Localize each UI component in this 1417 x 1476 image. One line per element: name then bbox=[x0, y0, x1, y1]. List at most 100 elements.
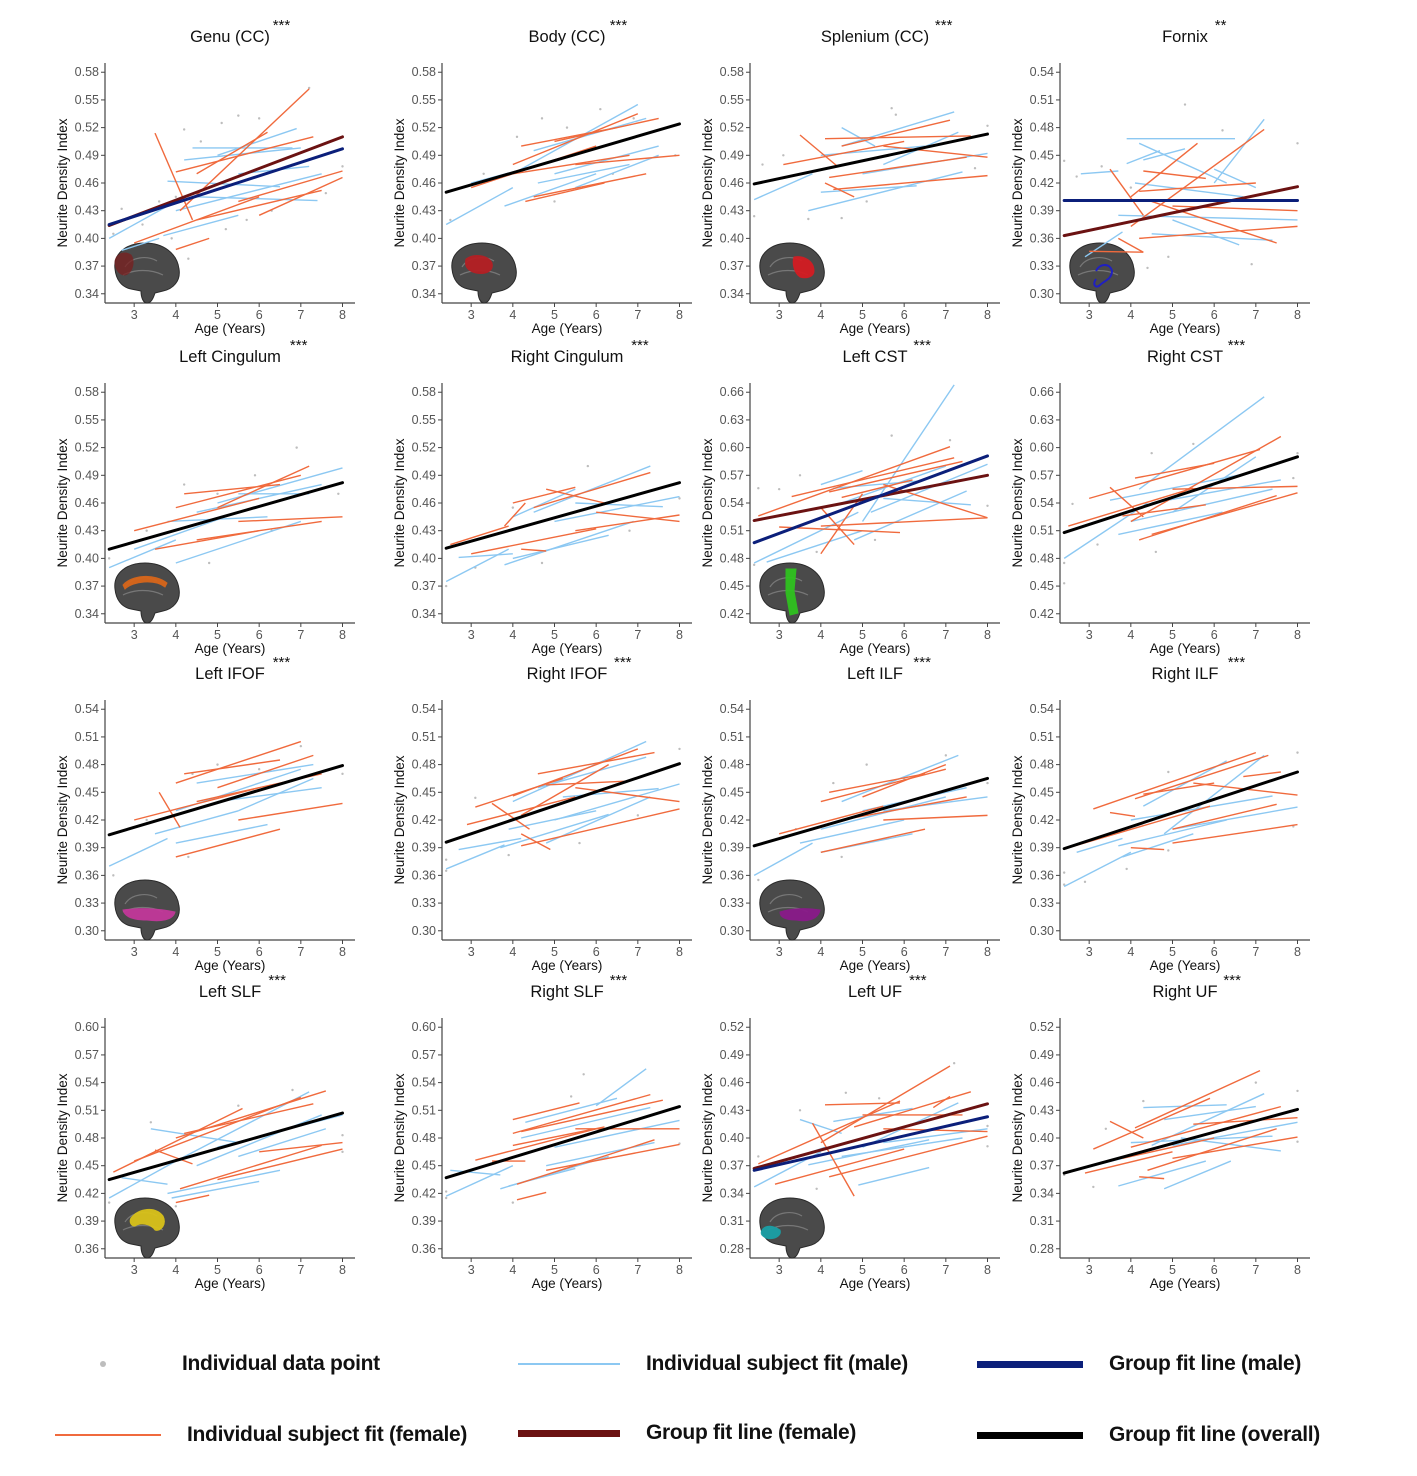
x-tick-label: 8 bbox=[339, 1263, 346, 1277]
brain-body-inset bbox=[451, 242, 517, 304]
data-point bbox=[865, 200, 868, 203]
x-tick-label: 5 bbox=[551, 945, 558, 959]
data-point bbox=[540, 117, 544, 120]
y-tick-label: 0.45 bbox=[1030, 785, 1054, 799]
x-tick-label: 6 bbox=[1211, 308, 1218, 322]
y-tick-label: 0.46 bbox=[720, 1076, 744, 1090]
brain-icon bbox=[114, 1197, 180, 1259]
panel-title: Left Cingulum bbox=[179, 348, 281, 366]
data-point bbox=[444, 584, 448, 588]
y-tick-label: 0.49 bbox=[75, 148, 99, 162]
y-axis-label: Neurite Density Index bbox=[700, 755, 715, 884]
x-tick-label: 7 bbox=[297, 1263, 304, 1277]
y-tick-label: 0.58 bbox=[75, 65, 99, 79]
data-point bbox=[341, 1150, 344, 1154]
panel-title: Left IFOF bbox=[195, 665, 265, 683]
x-tick-label: 6 bbox=[901, 628, 908, 642]
data-point bbox=[507, 853, 510, 857]
tract-highlight bbox=[114, 252, 134, 276]
individual-fit-male bbox=[458, 553, 513, 559]
y-tick-label: 0.37 bbox=[75, 579, 99, 593]
x-tick-label: 8 bbox=[339, 628, 346, 642]
x-axis-label: Age (Years) bbox=[195, 1276, 266, 1291]
individual-fit-male bbox=[521, 1106, 651, 1139]
individual-fit-female bbox=[503, 502, 526, 527]
y-tick-label: 0.66 bbox=[1030, 385, 1054, 399]
y-tick-label: 0.40 bbox=[1030, 1131, 1054, 1145]
individual-fit-female bbox=[1117, 237, 1144, 253]
y-tick-label: 0.42 bbox=[412, 813, 436, 827]
significance-stars: ** bbox=[1215, 17, 1227, 34]
plot-left-ilf: Left ILF *** 0.30 0.33 0.36 0.39 0.42 0.45 0.48 0… bbox=[700, 654, 1000, 973]
panel-title: Right ILF bbox=[1152, 665, 1219, 683]
x-tick-label: 8 bbox=[1294, 308, 1301, 322]
individual-fit-female bbox=[154, 530, 260, 550]
individual-fit-female bbox=[774, 1148, 905, 1185]
y-tick-label: 0.42 bbox=[1030, 176, 1054, 190]
brain-icon bbox=[1069, 242, 1135, 304]
y-tick-label: 0.43 bbox=[75, 204, 99, 218]
individual-fit-male bbox=[575, 502, 663, 508]
y-tick-label: 0.28 bbox=[720, 1242, 744, 1256]
x-axis-label: Age (Years) bbox=[195, 321, 266, 336]
individual-fit-male bbox=[217, 467, 343, 504]
y-axis-label: Neurite Density Index bbox=[392, 118, 407, 247]
individual-fit-female bbox=[778, 805, 884, 835]
y-tick-label: 0.33 bbox=[412, 896, 436, 910]
y-tick-label: 0.36 bbox=[412, 1242, 436, 1256]
data-point bbox=[245, 218, 248, 222]
data-point bbox=[1221, 129, 1224, 132]
individual-fit-female bbox=[521, 808, 680, 847]
brain-genu-inset bbox=[114, 242, 180, 304]
y-tick-label: 0.34 bbox=[720, 1186, 744, 1200]
individual-fit-male bbox=[1134, 182, 1244, 198]
data-point bbox=[149, 1121, 153, 1124]
y-tick-label: 0.34 bbox=[412, 287, 436, 301]
individual-fit-male bbox=[753, 173, 813, 201]
x-tick-label: 6 bbox=[901, 945, 908, 959]
x-tick-label: 3 bbox=[776, 945, 783, 959]
plot-body-cc: Body (CC) *** 0.34 0.37 0.40 0.43 0.46 0.49 0.52… bbox=[392, 17, 692, 336]
group-fit-overall bbox=[1062, 455, 1299, 535]
y-tick-label: 0.43 bbox=[75, 524, 99, 538]
individual-fit-female bbox=[475, 1128, 597, 1161]
y-tick-label: 0.39 bbox=[75, 841, 99, 855]
data-point bbox=[324, 191, 328, 195]
x-tick-label: 4 bbox=[1127, 1263, 1134, 1277]
y-tick-label: 0.33 bbox=[1030, 896, 1054, 910]
y-tick-label: 0.54 bbox=[412, 1076, 436, 1090]
y-axis-label: Neurite Density Index bbox=[700, 438, 715, 567]
individual-fit-female bbox=[238, 516, 343, 523]
brain-splenium-inset bbox=[759, 242, 825, 304]
x-axis-label: Age (Years) bbox=[840, 1276, 911, 1291]
brain-fornix-inset bbox=[1069, 242, 1135, 304]
data-point bbox=[948, 439, 952, 442]
panel-fornix: Fornix ** 0.30 0.33 0.36 0.39 0.42 0.45 0.48 0.51… bbox=[1000, 15, 1330, 336]
individual-fit-female bbox=[258, 176, 343, 216]
x-axis-label: Age (Years) bbox=[1150, 321, 1221, 336]
y-tick-label: 0.43 bbox=[412, 204, 436, 218]
y-axis-label: Neurite Density Index bbox=[55, 755, 70, 884]
y-tick-label: 0.51 bbox=[720, 730, 744, 744]
plot-right-cingulum: Right Cingulum *** 0.34 0.37 0.40 0.43 0.46 0.4… bbox=[392, 337, 692, 656]
data-point bbox=[199, 140, 203, 143]
x-tick-label: 7 bbox=[942, 628, 949, 642]
y-tick-label: 0.45 bbox=[75, 1159, 99, 1173]
plot-left-ifof: Left IFOF *** 0.30 0.33 0.36 0.39 0.42 0.45 0.48… bbox=[55, 654, 355, 973]
x-tick-label: 5 bbox=[214, 308, 221, 322]
panel-title: Right Cingulum bbox=[511, 348, 624, 366]
y-tick-label: 0.54 bbox=[720, 702, 744, 716]
data-point bbox=[1167, 770, 1170, 774]
y-tick-label: 0.51 bbox=[720, 524, 744, 538]
individual-fit-male bbox=[858, 1166, 930, 1186]
individual-fit-male bbox=[1063, 502, 1148, 559]
data-point bbox=[474, 796, 477, 800]
x-tick-label: 5 bbox=[1169, 1263, 1176, 1277]
individual-fit-female bbox=[491, 802, 530, 830]
panel-title: Body (CC) bbox=[528, 28, 605, 46]
individual-fit-female bbox=[1093, 1097, 1211, 1150]
group-fit-overall bbox=[107, 481, 344, 551]
data-point bbox=[553, 200, 556, 203]
individual-fit-female bbox=[853, 1091, 972, 1128]
x-tick-label: 8 bbox=[984, 308, 991, 322]
